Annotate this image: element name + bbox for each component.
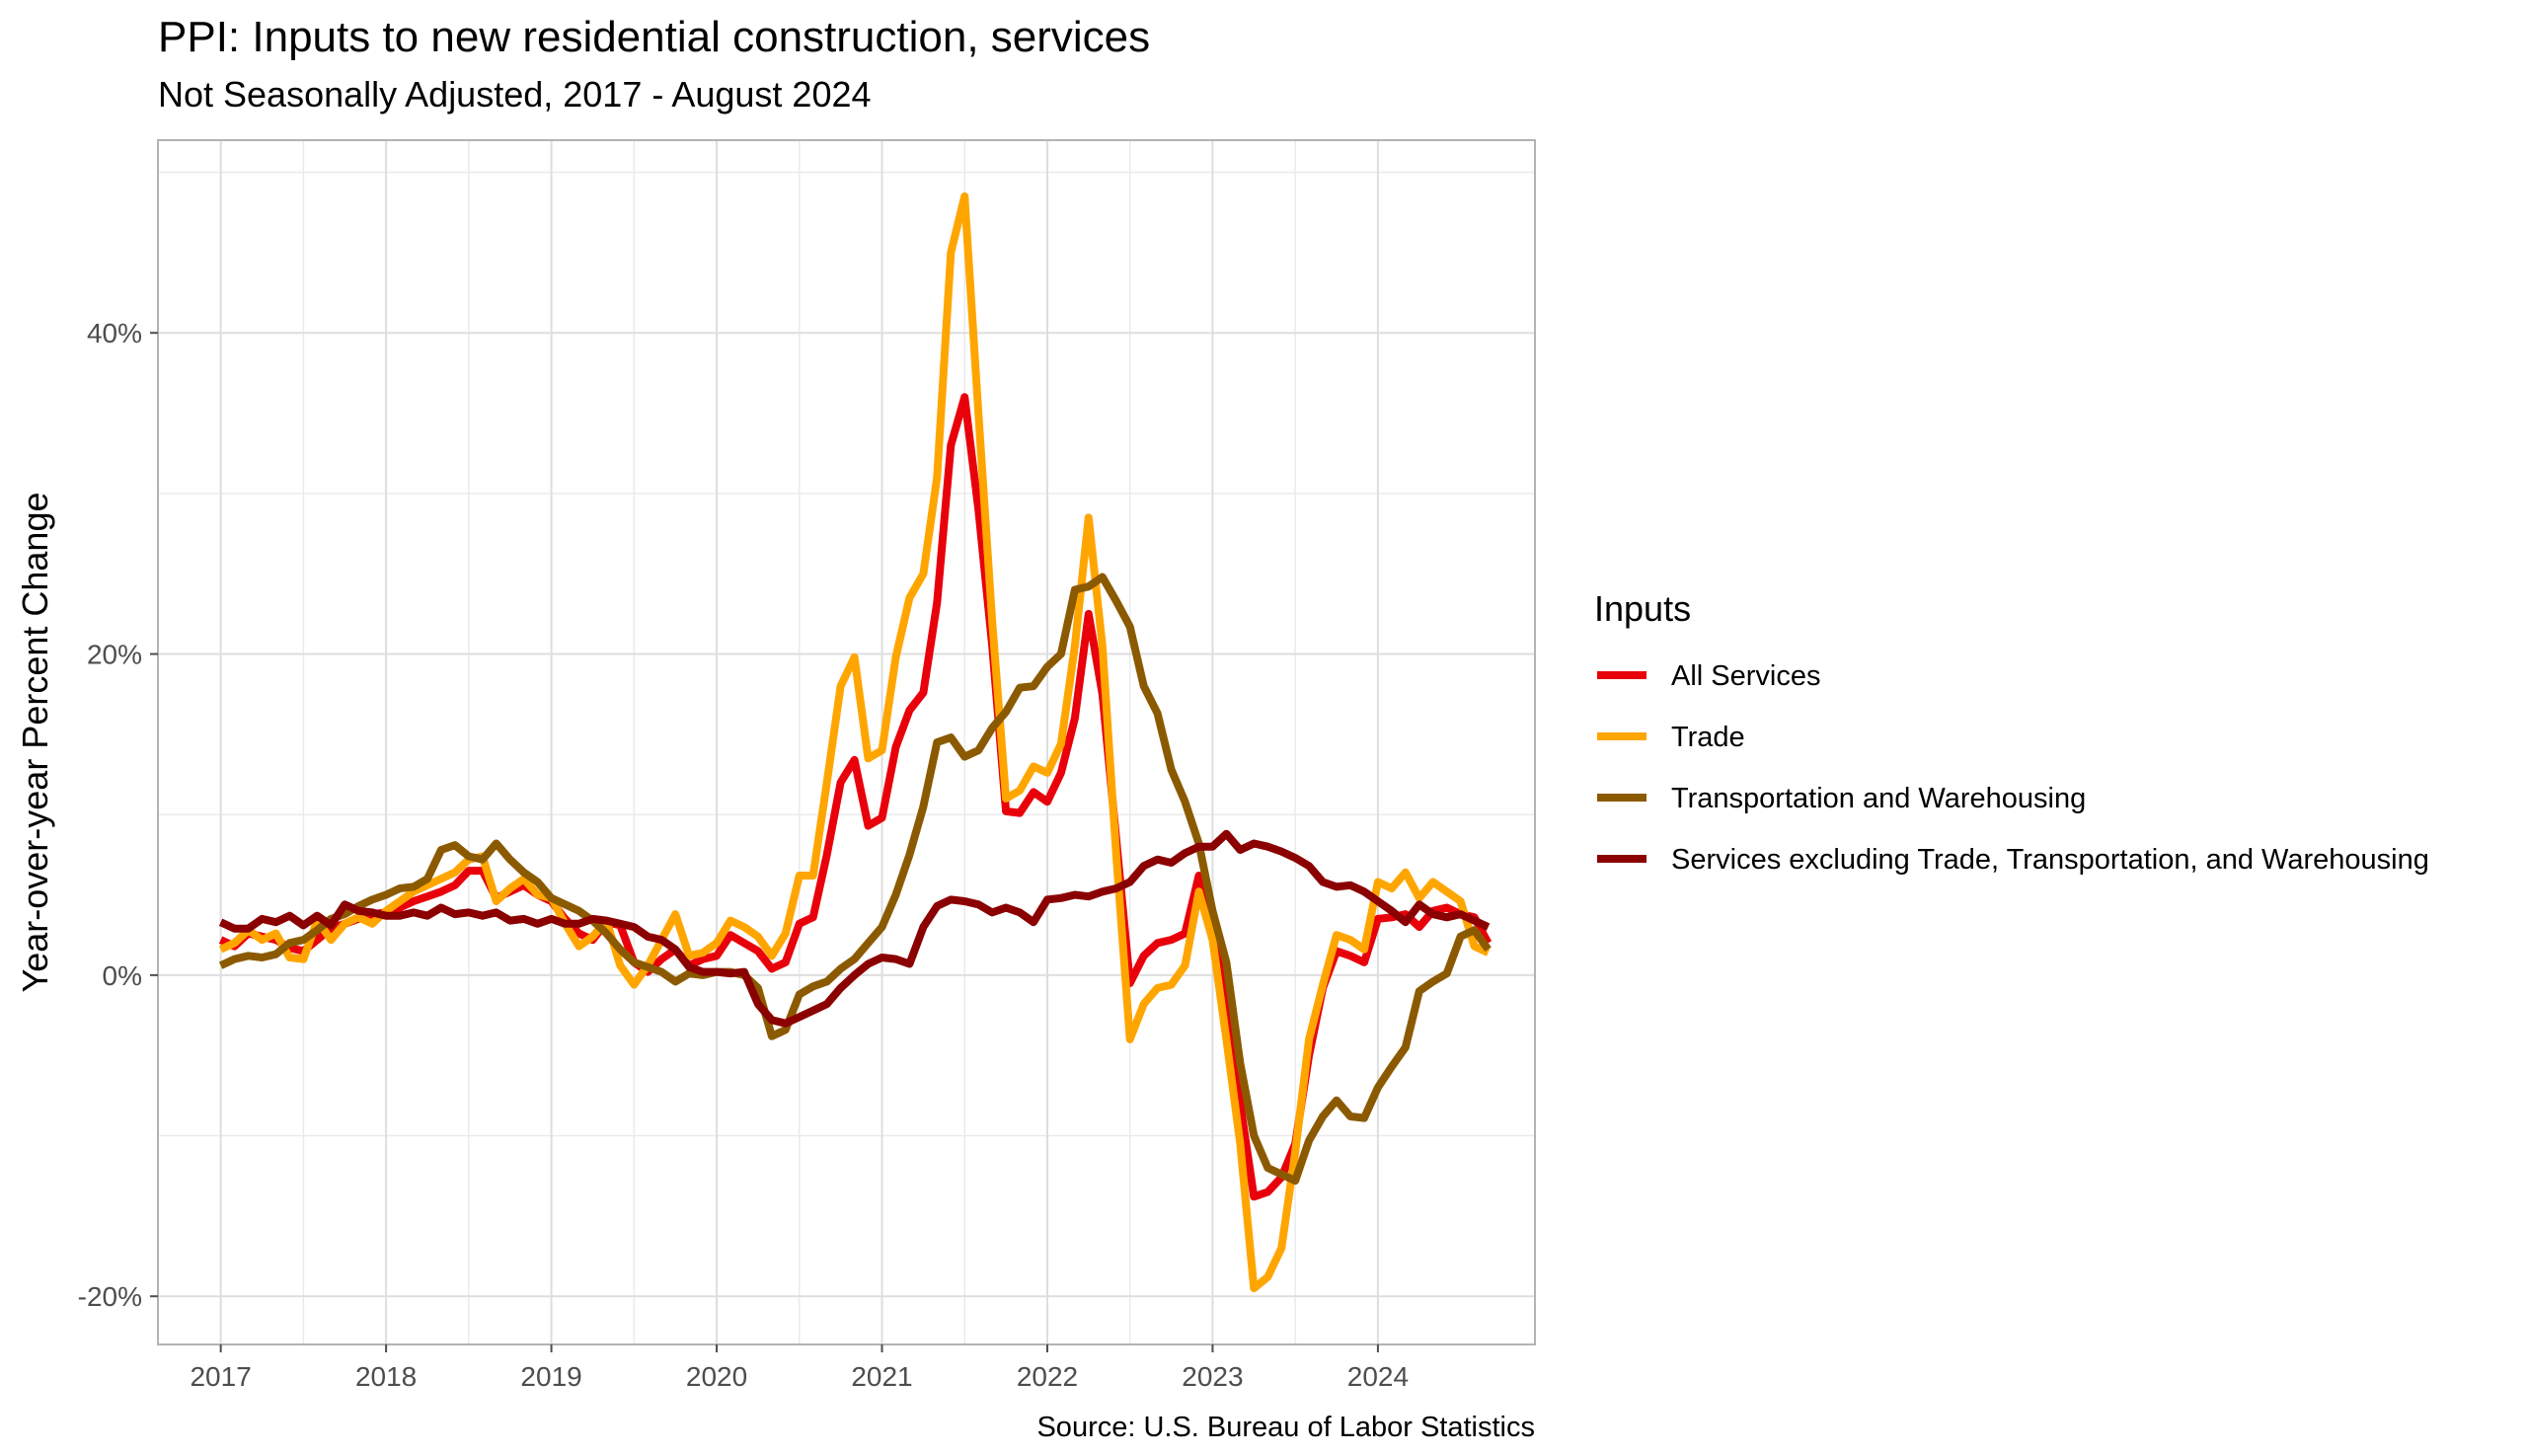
x-tick-label: 2020	[686, 1361, 747, 1392]
series-line-4	[218, 829, 1491, 1028]
y-tick-label: -20%	[78, 1281, 142, 1312]
x-tick-label: 2018	[355, 1361, 417, 1392]
y-axis: -20% 0% 20% 40%	[78, 318, 158, 1312]
source-caption: Source: U.S. Bureau of Labor Statistics	[1036, 1412, 1535, 1443]
plot-panel	[157, 139, 1536, 1345]
legend-label: Services excluding Trade, Transportation…	[1671, 844, 2429, 876]
x-axis: 2017 2018 2019 2020 2021 2022 2023 2024	[190, 1344, 1409, 1392]
legend-title: Inputs	[1594, 588, 1691, 629]
x-tick-label: 2019	[520, 1361, 581, 1392]
panel-border	[157, 139, 1536, 1345]
y-tick-label: 20%	[87, 640, 142, 670]
legend-label: All Services	[1671, 660, 1821, 692]
x-tick-label: 2017	[190, 1361, 251, 1392]
legend-item: Trade	[1597, 722, 1745, 753]
legend-item: Services excluding Trade, Transportation…	[1597, 844, 2429, 876]
x-tick-label: 2024	[1347, 1361, 1409, 1392]
legend-label: Trade	[1671, 722, 1745, 753]
legend-label: Transportation and Warehousing	[1671, 783, 2086, 814]
series-lines	[218, 192, 1493, 1293]
y-tick-label: 40%	[87, 318, 142, 348]
legend: Inputs All Services Trade Transportation a…	[1594, 588, 2429, 876]
legend-item: Transportation and Warehousing	[1597, 783, 2086, 814]
series-line-1	[218, 393, 1493, 1201]
legend-item: All Services	[1597, 660, 1821, 692]
chart-subtitle: Not Seasonally Adjusted, 2017 - August 2…	[158, 74, 872, 115]
x-tick-label: 2021	[851, 1361, 912, 1392]
chart-title: PPI: Inputs to new residential construct…	[158, 13, 1150, 61]
y-axis-title: Year-over-year Percent Change	[15, 493, 55, 993]
x-tick-label: 2022	[1017, 1361, 1078, 1392]
series-line-3	[218, 573, 1492, 1186]
y-tick-label: 0%	[103, 960, 142, 991]
series-line-2	[218, 192, 1491, 1293]
x-tick-label: 2023	[1182, 1361, 1243, 1392]
